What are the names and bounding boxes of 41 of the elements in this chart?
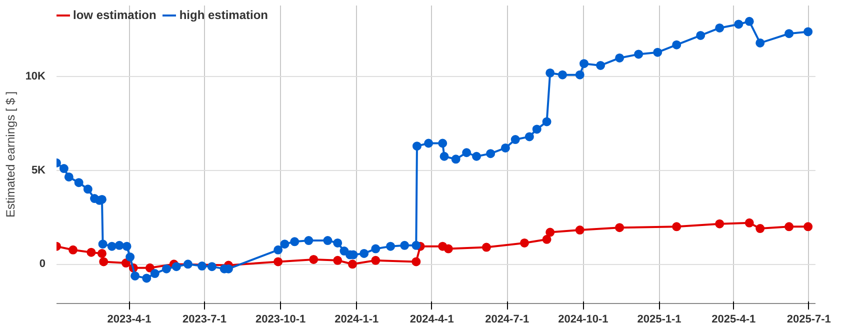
y-tick-label: 10K <box>25 70 46 83</box>
x-tick-label: 2024-7-1 <box>485 314 530 326</box>
x-tick-label: 2024-10-1 <box>558 314 608 326</box>
point <box>784 222 794 232</box>
point <box>86 248 96 257</box>
point <box>121 258 130 268</box>
x-tick-label: 2024-1-1 <box>334 314 379 326</box>
point <box>615 223 624 232</box>
x-tick-label: 2025-1-1 <box>637 314 682 326</box>
x-tick-label: 2023-4-1 <box>107 314 152 326</box>
legend-label: high estimation <box>179 8 268 22</box>
y-tick-label: 0 <box>39 258 46 270</box>
x-tick-label: 2023-10-1 <box>255 314 306 326</box>
x-tick-label: 2025-4-1 <box>712 314 756 326</box>
point <box>68 245 78 254</box>
x-tick-label: 2025-7-1 <box>786 314 831 326</box>
point <box>371 256 380 265</box>
point <box>309 254 318 264</box>
x-tick-label: 2023-7-1 <box>182 314 227 326</box>
point <box>412 257 421 266</box>
point <box>348 260 357 269</box>
point <box>756 224 765 234</box>
point <box>444 244 453 254</box>
point <box>274 257 283 266</box>
point <box>520 238 529 248</box>
y-tick-label: 5K <box>31 164 46 176</box>
point <box>482 242 491 252</box>
y-axis-title: Estimated earnings [ $ ] <box>3 91 18 218</box>
legend-label: low estimation <box>73 8 156 22</box>
point <box>145 263 154 272</box>
x-tick-label: 2024-4-1 <box>410 314 454 326</box>
point <box>715 219 724 228</box>
point <box>97 248 106 258</box>
point <box>804 222 813 232</box>
point <box>546 228 555 237</box>
point <box>744 218 754 228</box>
point <box>575 226 584 235</box>
point <box>333 256 342 265</box>
point <box>99 257 108 266</box>
point <box>542 234 552 244</box>
point <box>672 222 682 232</box>
